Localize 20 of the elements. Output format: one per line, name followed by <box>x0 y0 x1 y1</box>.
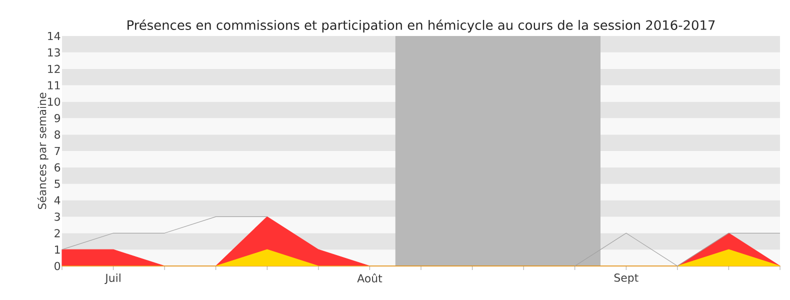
y-tick-label: 8 <box>54 130 60 139</box>
y-tick-label: 3 <box>54 212 60 221</box>
y-tick-label: 14 <box>48 32 60 40</box>
x-tick-label: Août <box>357 274 382 282</box>
y-tick-label: 10 <box>48 98 60 106</box>
chart-title: Présences en commissions et participation en hémicycle au cours de la session 2016-2017 <box>128 19 715 32</box>
y-tick-label: 13 <box>48 48 60 57</box>
x-tick-label: Sept <box>614 274 638 284</box>
y-tick-label: 7 <box>54 147 60 155</box>
y-tick-label: 2 <box>54 229 60 238</box>
y-tick-label: 12 <box>48 64 60 73</box>
y-tick-label: 1 <box>55 246 60 254</box>
y-tick-label: 0 <box>54 262 60 270</box>
y-tick-label: 6 <box>54 163 60 172</box>
y-tick-label: 9 <box>54 114 60 122</box>
y-tick-label: 11 <box>48 81 60 90</box>
y-tick-label: 5 <box>54 180 60 188</box>
y-tick-label: 4 <box>54 196 60 204</box>
y-axis-title: Séances par semaine <box>37 92 48 210</box>
x-tick-label: Juil <box>104 274 120 284</box>
